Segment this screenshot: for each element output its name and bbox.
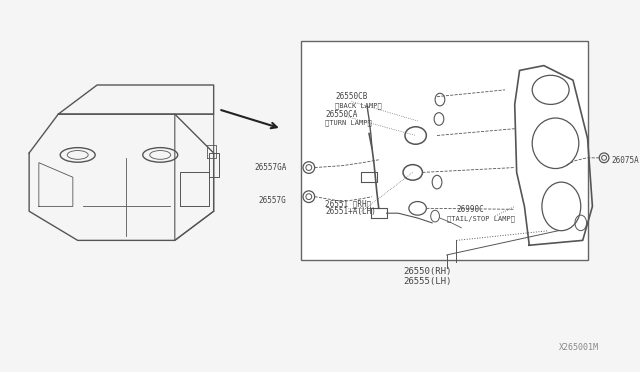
- Text: 〈TURN LAMP〉: 〈TURN LAMP〉: [325, 119, 372, 126]
- Text: 26557GA: 26557GA: [254, 163, 287, 172]
- Text: 〈BACK LAMP〉: 〈BACK LAMP〉: [335, 102, 382, 109]
- Text: 26550CA: 26550CA: [325, 110, 358, 119]
- Text: X265001M: X265001M: [559, 343, 598, 352]
- Text: 26557G: 26557G: [259, 196, 287, 205]
- Text: 26551+A(LH): 26551+A(LH): [325, 207, 376, 216]
- Text: 26075A: 26075A: [612, 156, 639, 165]
- Text: 〈TAIL/STOP LAMP〉: 〈TAIL/STOP LAMP〉: [447, 216, 515, 222]
- Text: 26550(RH): 26550(RH): [403, 267, 451, 276]
- Text: 26555(LH): 26555(LH): [403, 277, 451, 286]
- Text: 26550CB: 26550CB: [335, 92, 367, 101]
- Text: 26990C: 26990C: [456, 205, 484, 214]
- Bar: [301, 41, 588, 260]
- Text: 26551 〈RH〉: 26551 〈RH〉: [325, 199, 372, 208]
